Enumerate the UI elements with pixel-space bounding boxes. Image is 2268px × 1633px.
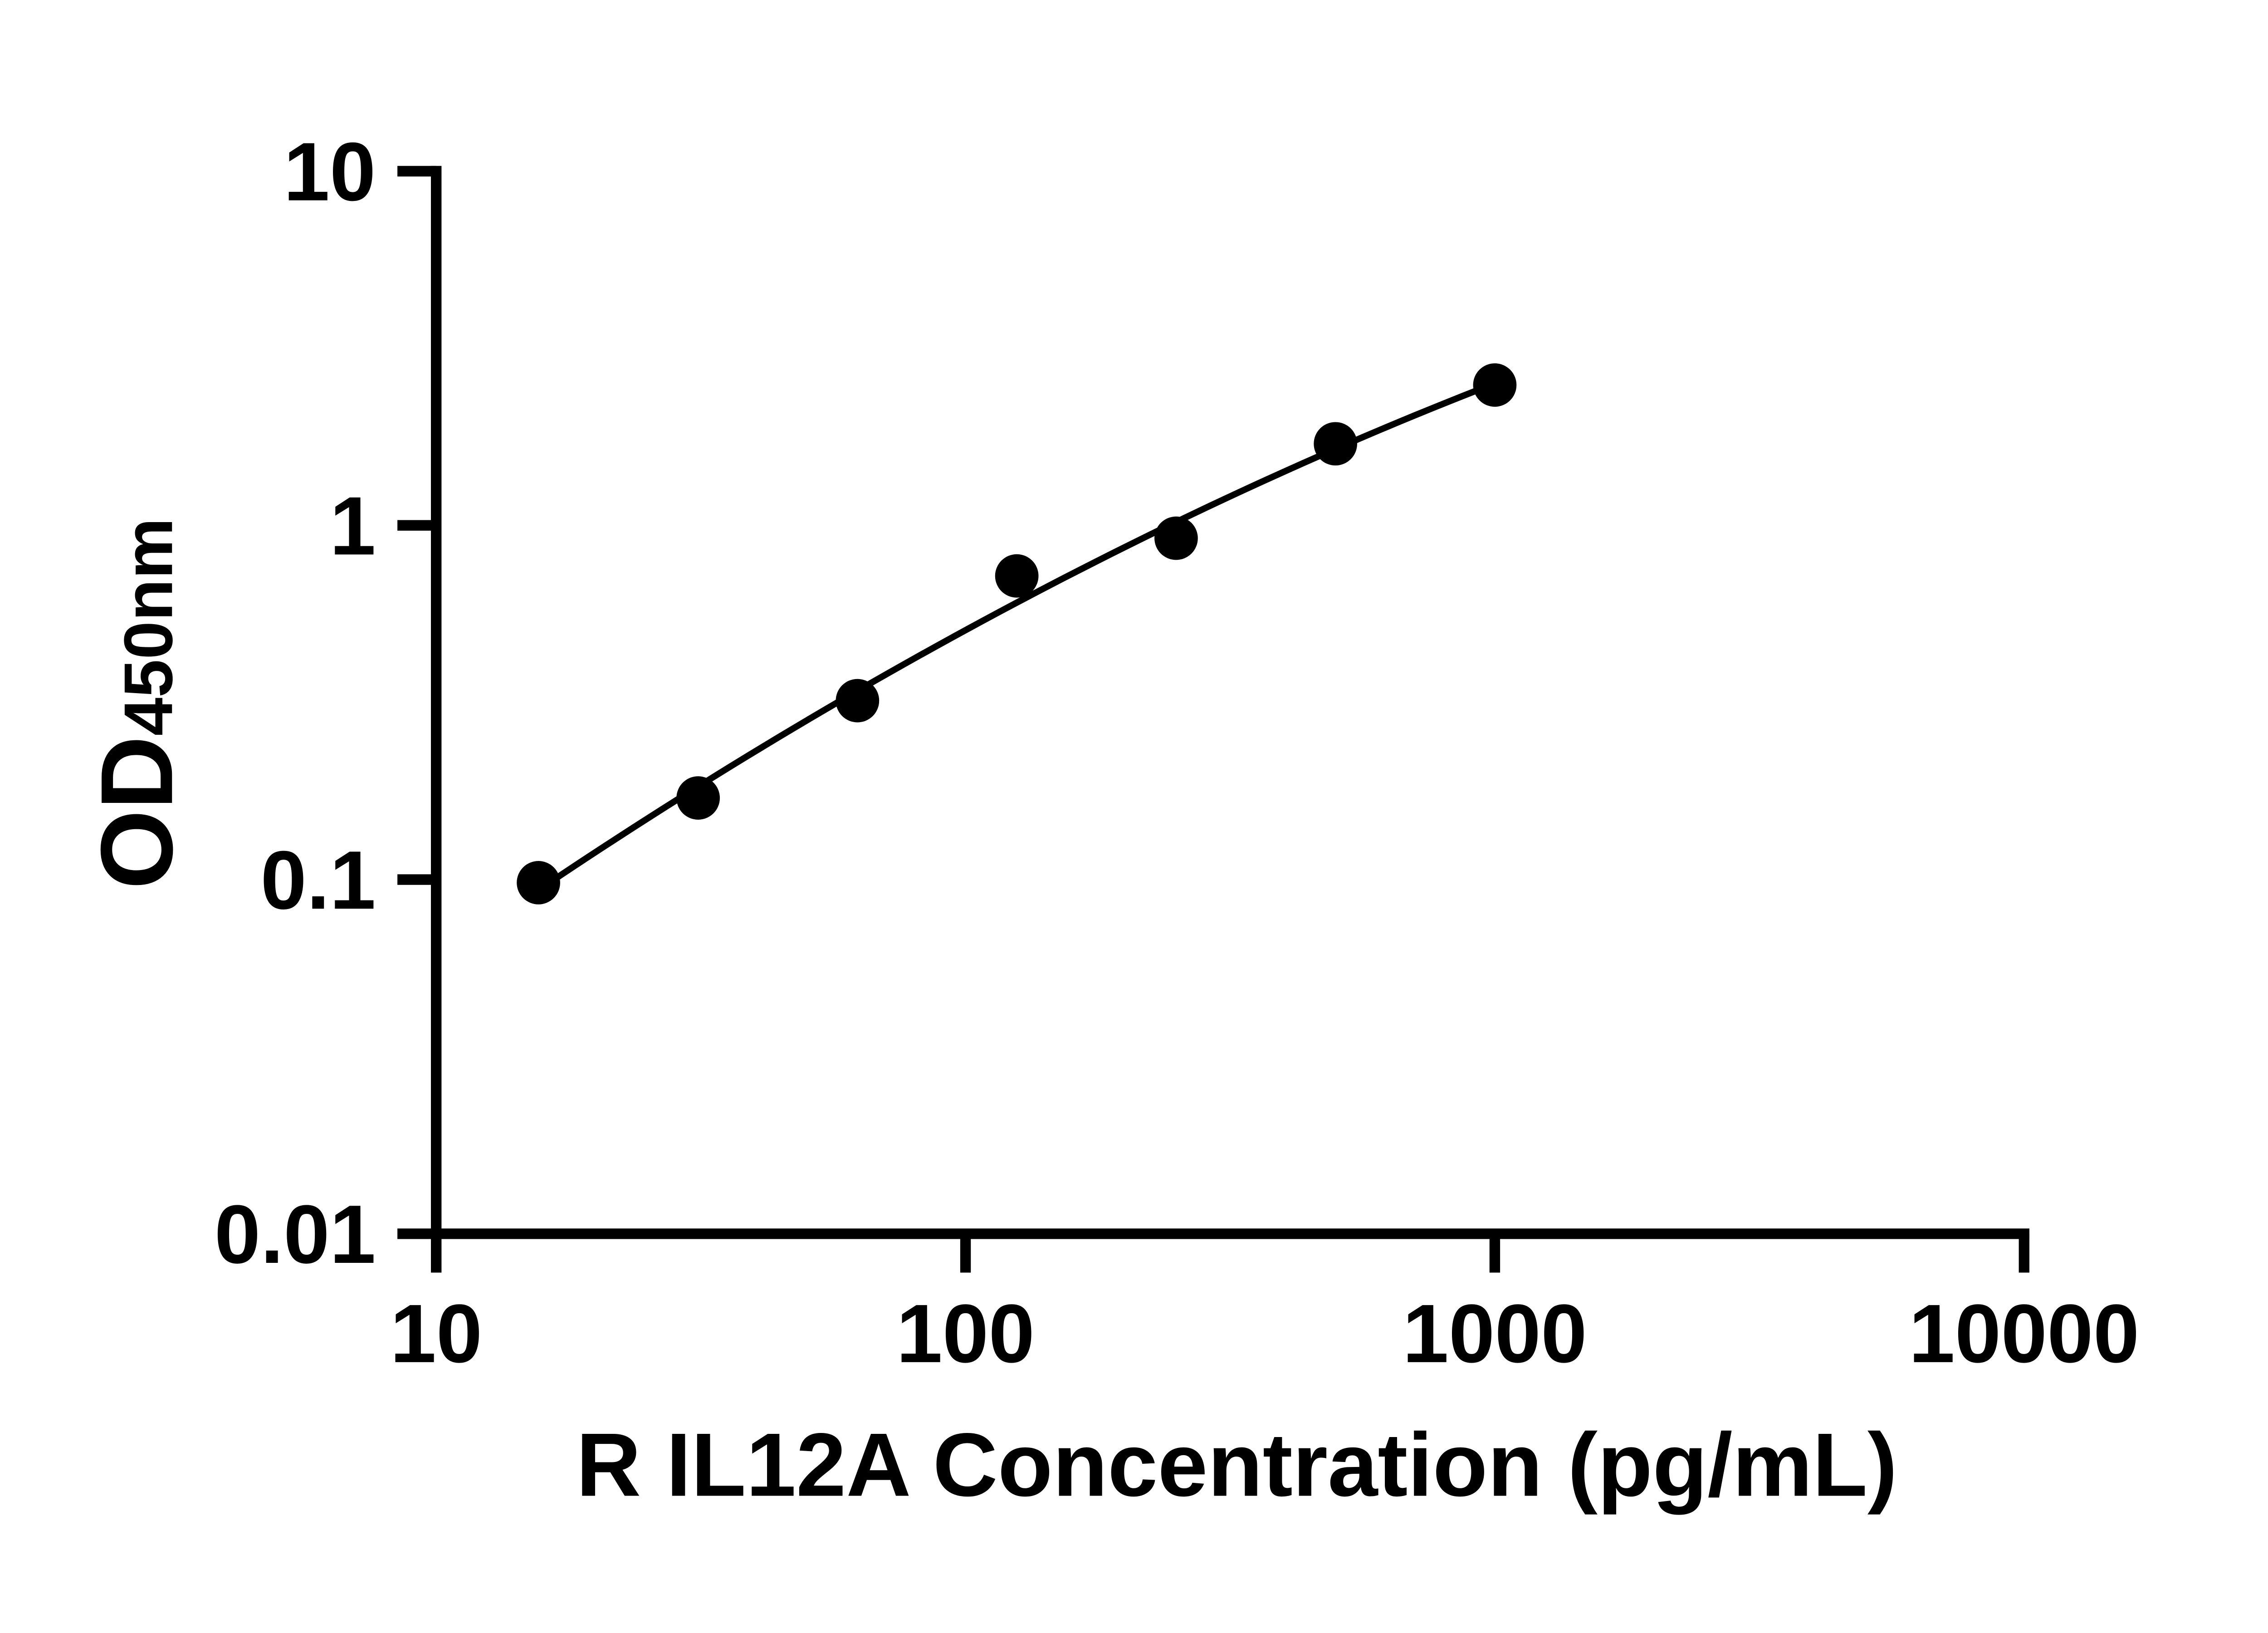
data-point-marker — [517, 861, 560, 905]
data-point-marker — [1154, 516, 1198, 560]
fit-curve-line — [537, 380, 1496, 893]
y-axis-title-subscript: 450nm — [110, 518, 187, 736]
x-tick-label: 1000 — [1403, 1287, 1587, 1380]
x-axis-title: R IL12A Concentration (pg/mL) — [576, 1414, 1897, 1515]
x-tick-label: 10 — [390, 1287, 482, 1380]
x-tick-label: 10000 — [1909, 1287, 2139, 1380]
data-point-marker — [995, 554, 1039, 598]
data-point-marker — [1473, 363, 1517, 407]
data-point-marker — [836, 679, 880, 723]
data-point-marker — [676, 776, 720, 820]
x-tick-label: 100 — [896, 1287, 1035, 1380]
y-tick-label: 10 — [284, 126, 376, 218]
y-axis-title-main: OD — [79, 736, 194, 889]
y-tick-label: 0.01 — [215, 1188, 376, 1281]
y-tick-label: 0.1 — [260, 834, 376, 926]
y-axis-title: OD450nm — [79, 518, 194, 890]
y-tick-label: 1 — [330, 479, 376, 572]
data-point-marker — [1314, 422, 1357, 466]
